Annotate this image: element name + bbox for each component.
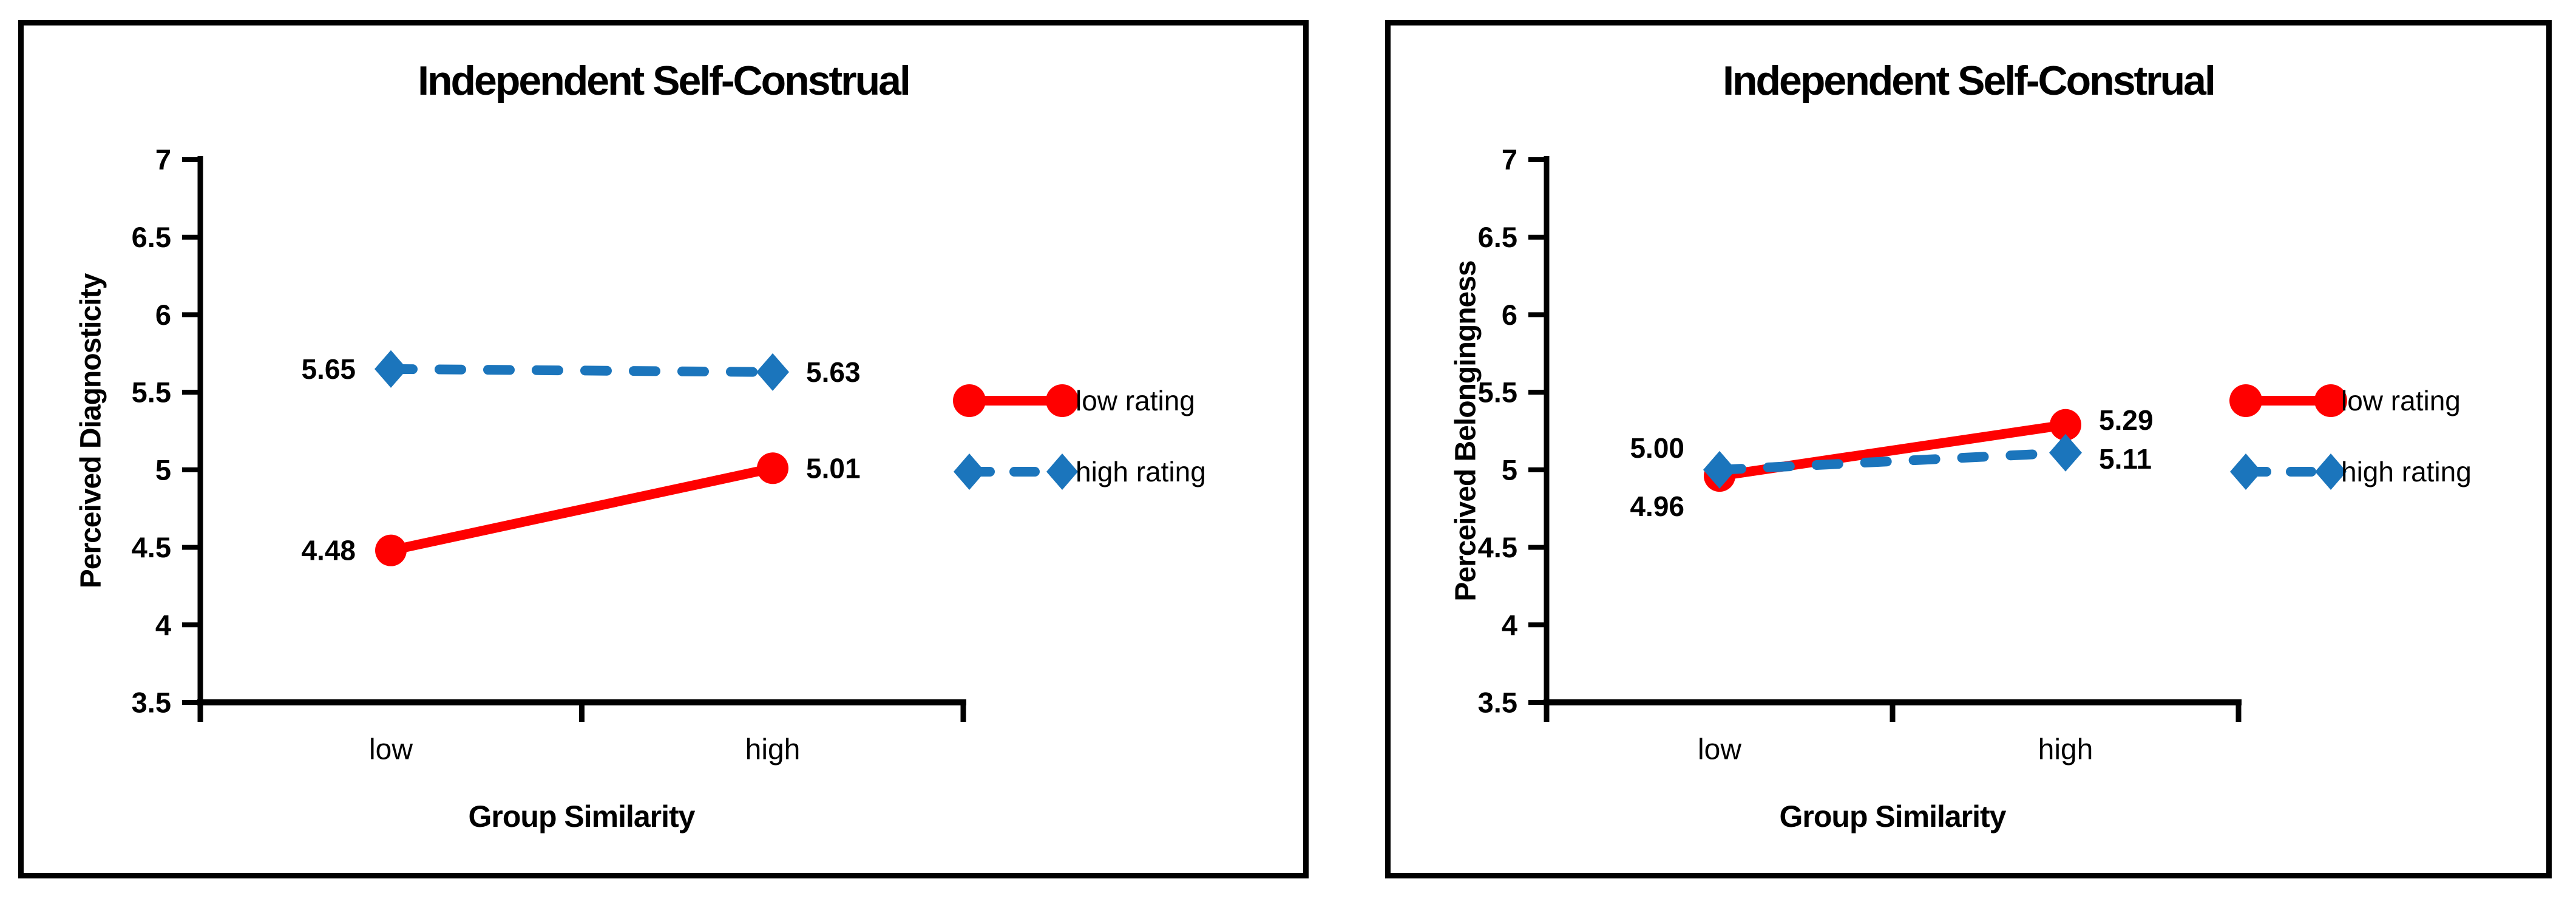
y-tick-label: 6 xyxy=(155,299,171,331)
x-tick-label: low xyxy=(1698,734,1741,766)
legend-label: high rating xyxy=(2341,456,2472,487)
y-tick-label: 7 xyxy=(155,144,171,176)
legend-label: low rating xyxy=(2341,385,2461,416)
chart-title: Independent Self-Construal xyxy=(418,58,911,104)
data-point-label: 5.29 xyxy=(2099,404,2154,436)
legend: low rating high rating xyxy=(2229,384,2472,490)
data-point-marker xyxy=(756,353,789,391)
legend-marker xyxy=(954,453,985,490)
data-point-marker xyxy=(375,534,407,566)
x-axis-label: Group Similarity xyxy=(1779,800,2007,834)
legend-marker xyxy=(1046,453,1078,490)
data-point-label: 4.96 xyxy=(1630,491,1684,522)
data-point-marker xyxy=(375,350,407,388)
series-line xyxy=(386,364,778,377)
axes: 3.5 4 4.5 5 5.5 6 6.5 7 low high xyxy=(1478,144,2242,766)
legend-marker xyxy=(2229,384,2262,417)
legend-item-high-rating: high rating xyxy=(954,453,1206,490)
data-point-label: 5.01 xyxy=(806,452,861,484)
data-point-marker xyxy=(757,452,788,484)
legend-label: low rating xyxy=(1076,385,1195,416)
y-tick-label: 7 xyxy=(1502,144,1517,176)
data-point-marker xyxy=(2049,433,2082,472)
legend-item-high-rating: high rating xyxy=(2230,453,2472,490)
data-point-label: 5.00 xyxy=(1630,432,1684,464)
series-line xyxy=(386,463,778,555)
legend-item-low-rating: low rating xyxy=(953,384,1195,417)
y-tick-label: 4.5 xyxy=(1478,531,1517,563)
data-point-label: 4.48 xyxy=(301,535,356,566)
y-tick-label: 4 xyxy=(155,609,171,641)
series-line xyxy=(1715,447,2070,475)
y-tick-label: 6 xyxy=(1502,299,1517,331)
chart-panel-right: Independent Self-Construal Perceived Bel… xyxy=(1385,20,2552,878)
plot-area: 3.5 4 4.5 5 5.5 6 6.5 7 low high 4.48 5.01 5.65 5.63 l… xyxy=(132,144,1206,766)
plot-area: 3.5 4 4.5 5 5.5 6 6.5 7 low high 4.96 5.29 5.00 5.11 l… xyxy=(1478,144,2472,766)
data-point-marker xyxy=(2050,409,2081,441)
legend-marker xyxy=(1046,384,1079,417)
x-tick-label: low xyxy=(369,734,413,766)
data-point-label: 5.63 xyxy=(806,356,861,388)
legend-label: high rating xyxy=(1076,456,1206,487)
y-tick-label: 5 xyxy=(155,453,171,486)
legend-marker xyxy=(2314,384,2347,417)
y-tick-label: 3.5 xyxy=(1478,687,1517,719)
chart-panel-left: Independent Self-Construal Perceived Dia… xyxy=(18,20,1309,878)
x-axis-label: Group Similarity xyxy=(468,800,696,834)
y-tick-label: 3.5 xyxy=(132,687,171,719)
x-tick-label: high xyxy=(745,734,801,766)
series-low-rating: 4.96 5.29 xyxy=(1630,404,2153,522)
data-point-label: 5.65 xyxy=(301,353,356,385)
legend-marker xyxy=(953,384,986,417)
y-tick-label: 5.5 xyxy=(132,376,171,409)
series-high-rating: 5.65 5.63 xyxy=(301,350,861,391)
y-tick-label: 4.5 xyxy=(132,531,171,563)
legend: low rating high rating xyxy=(953,384,1206,490)
y-tick-label: 6.5 xyxy=(1478,221,1517,253)
chart-title: Independent Self-Construal xyxy=(1723,58,2216,104)
axes: 3.5 4 4.5 5 5.5 6 6.5 7 low high xyxy=(132,144,966,766)
x-tick-label: high xyxy=(2038,734,2093,766)
y-tick-label: 4 xyxy=(1502,609,1517,641)
series-high-rating: 5.00 5.11 xyxy=(1630,432,2152,489)
data-point-label: 5.11 xyxy=(2099,443,2152,475)
legend-item-low-rating: low rating xyxy=(2229,384,2461,417)
legend-marker xyxy=(2315,453,2347,490)
y-tick-label: 5.5 xyxy=(1478,376,1517,409)
y-tick-label: 6.5 xyxy=(132,221,171,253)
y-tick-label: 5 xyxy=(1502,453,1517,486)
legend-marker xyxy=(2230,453,2262,490)
data-point-marker xyxy=(1703,450,1736,489)
series-low-rating: 4.48 5.01 xyxy=(301,452,861,566)
